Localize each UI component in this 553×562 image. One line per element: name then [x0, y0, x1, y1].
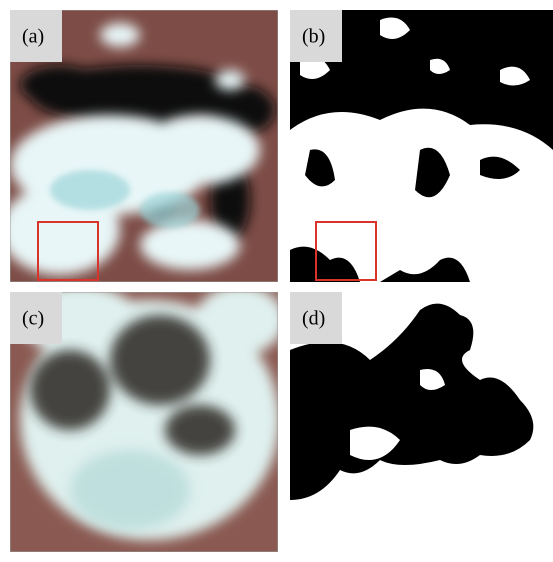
figure: (a) (b) (c) (d): [0, 0, 553, 562]
panel-label: (d): [302, 308, 325, 330]
panel-label: (c): [22, 308, 44, 330]
panel-label: (b): [302, 26, 325, 48]
panel-label: (a): [22, 26, 44, 48]
